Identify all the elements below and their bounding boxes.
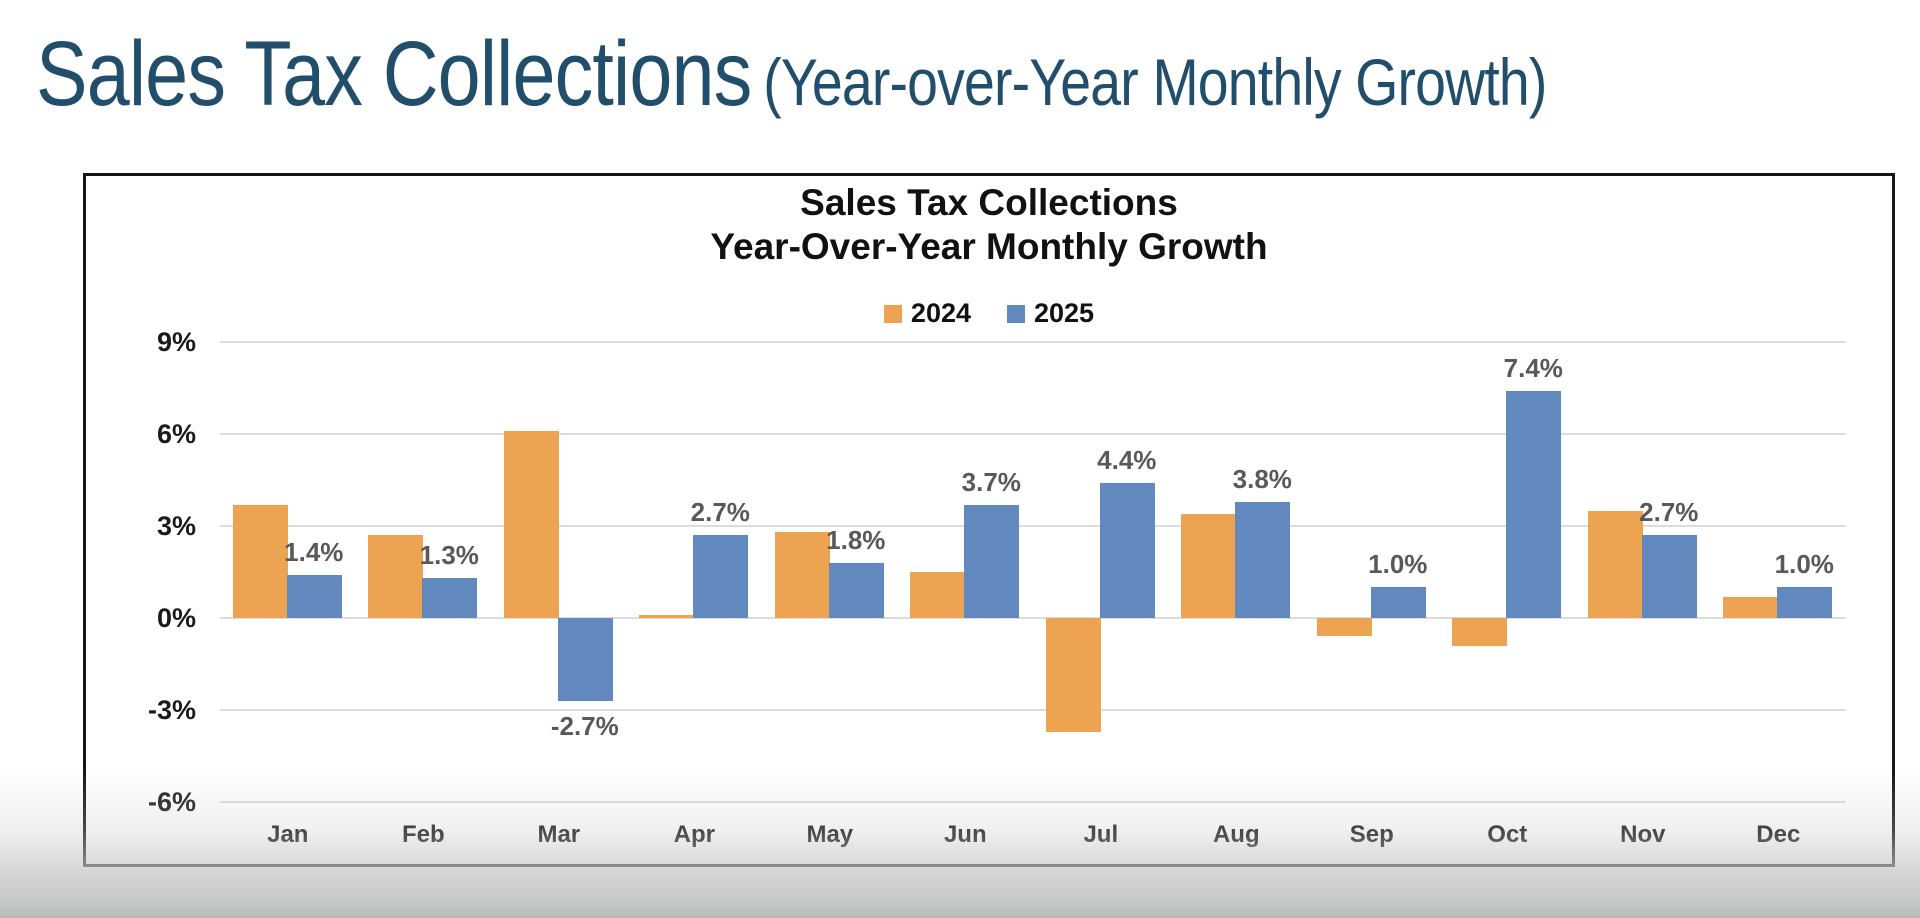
bar-2024-nov [1587, 510, 1643, 618]
bar-2024-oct [1452, 618, 1508, 646]
data-label-2025-aug: 3.8% [1232, 463, 1292, 494]
bar-2024-feb [368, 535, 424, 618]
x-axis-label-nov: Nov [1620, 821, 1666, 848]
page-title-suffix: (Year-over-Year Monthly Growth) [763, 45, 1547, 120]
data-label-2025-nov: 2.7% [1639, 497, 1699, 528]
bar-2024-mar [503, 430, 559, 618]
y-axis-tick-label: 3% [156, 511, 196, 541]
data-label-2025-jun: 3.7% [961, 466, 1021, 497]
legend-label-2025: 2025 [1034, 298, 1095, 328]
chart-frame: Sales Tax Collections Year-Over-Year Mon… [83, 173, 1895, 867]
bar-2025-nov [1641, 535, 1697, 618]
legend-item-2025: 2025 [1007, 298, 1094, 329]
gridline--6% [220, 801, 1846, 803]
bar-2025-jul [1099, 483, 1155, 618]
data-label-2025-feb: 1.3% [419, 540, 479, 571]
data-label-2025-mar: -2.7% [550, 710, 619, 741]
bar-2024-jun [910, 572, 966, 618]
x-axis-label-aug: Aug [1212, 821, 1260, 848]
y-axis-tick-label: 9% [156, 327, 196, 357]
chart-title-line1: Sales Tax Collections [800, 182, 1178, 223]
data-label-2025-apr: 2.7% [690, 497, 750, 528]
legend-item-2024: 2024 [883, 298, 971, 329]
bar-2025-feb [422, 578, 478, 618]
bar-2024-aug [1181, 513, 1237, 618]
bar-2024-may [774, 532, 830, 618]
bar-2025-sep [1370, 587, 1426, 618]
y-axis-tick-label: -3% [147, 695, 196, 725]
y-axis-tick-label: 0% [156, 603, 196, 633]
data-label-2025-oct: 7.4% [1503, 353, 1563, 384]
chart-legend: 2024 2025 [86, 298, 1892, 329]
x-axis-label-jun: Jun [943, 821, 987, 848]
y-axis-tick-label: 6% [156, 419, 196, 449]
legend-label-2024: 2024 [910, 298, 971, 328]
bar-2025-apr [693, 535, 749, 618]
bar-2024-jan [232, 504, 288, 618]
chart-title-line2: Year-Over-Year Monthly Growth [710, 226, 1268, 267]
legend-swatch-2024 [883, 304, 902, 323]
bar-2025-jun [964, 504, 1020, 618]
bar-2025-oct [1506, 391, 1562, 618]
bar-2024-jul [1045, 618, 1101, 732]
bar-2025-aug [1235, 501, 1291, 618]
data-label-2025-may: 1.8% [826, 524, 886, 555]
bar-2024-apr [639, 614, 695, 618]
data-label-2025-sep: 1.0% [1368, 549, 1428, 580]
bar-2025-jan [286, 575, 342, 618]
gridline--3% [220, 709, 1846, 711]
x-axis-label-apr: Apr [673, 821, 715, 848]
x-axis-label-sep: Sep [1349, 821, 1394, 848]
x-axis-label-jul: Jul [1083, 821, 1119, 848]
bar-2024-sep [1316, 618, 1372, 637]
x-axis-label-oct: Oct [1487, 821, 1528, 848]
legend-swatch-2025 [1007, 304, 1025, 323]
data-label-2025-dec: 1.0% [1774, 549, 1834, 580]
page-title: Sales Tax Collections (Year-over-Year Mon… [36, 23, 1547, 126]
gridline-6% [220, 433, 1846, 435]
x-axis-label-feb: Feb [401, 821, 445, 848]
bar-2024-dec [1723, 596, 1779, 618]
plot-area: 9% 6% 3% 0% -3% -6% 1.4% Jan 1.3% Feb -2.7% Mar 2.7%… [86, 176, 1892, 864]
bar-2025-may [828, 562, 884, 618]
x-axis-label-may: May [806, 821, 854, 848]
bar-2025-dec [1777, 587, 1833, 618]
y-axis-tick-label: -6% [147, 787, 196, 817]
x-axis-label-dec: Dec [1756, 821, 1801, 848]
gridline-0% [220, 617, 1846, 619]
x-axis-label-mar: Mar [537, 821, 581, 848]
data-label-2025-jul: 4.4% [1097, 445, 1157, 476]
gridline-3% [220, 525, 1846, 527]
gridline-9% [220, 341, 1846, 343]
data-label-2025-jan: 1.4% [284, 537, 344, 568]
bar-2025-mar [557, 618, 613, 701]
x-axis-label-jan: Jan [267, 821, 309, 848]
page-title-main: Sales Tax Collections [36, 23, 752, 126]
